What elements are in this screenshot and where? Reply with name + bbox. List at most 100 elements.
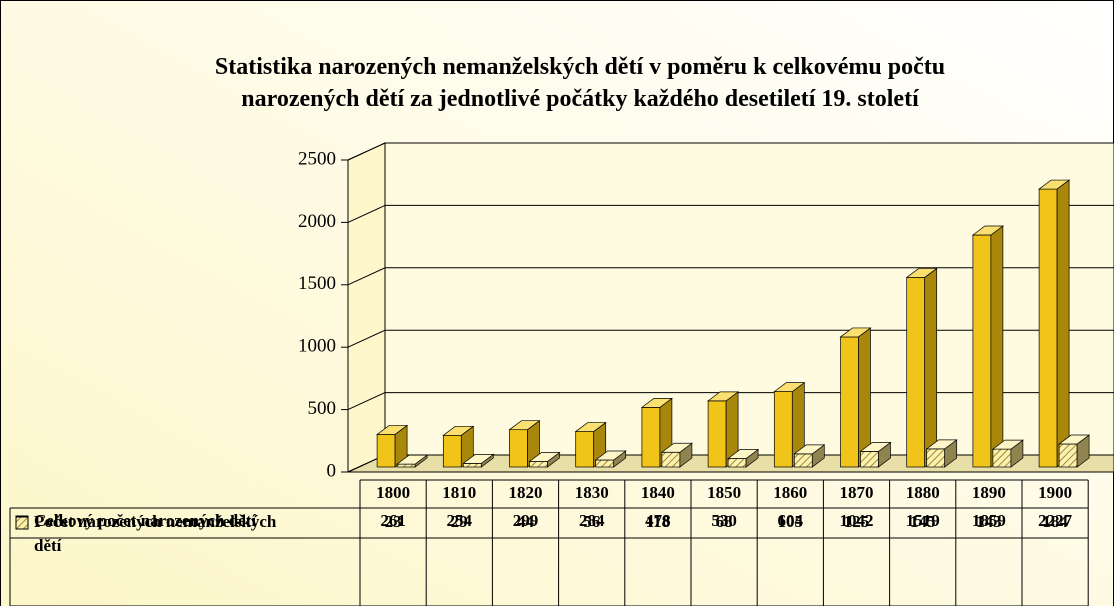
y-tick-label: 0 — [327, 460, 337, 481]
table-value: 530 — [711, 511, 737, 530]
bar-front — [462, 463, 482, 468]
table-value: 1519 — [906, 511, 940, 530]
legend-line: dětí — [34, 536, 62, 555]
bar — [1038, 179, 1071, 468]
bar — [925, 439, 958, 468]
table-value: 68 — [716, 512, 733, 531]
bar — [396, 454, 429, 468]
bar — [1058, 434, 1091, 468]
table-value: 143 — [976, 512, 1002, 531]
x-tick-label: 1820 — [509, 483, 543, 502]
bar-front — [793, 453, 813, 468]
table-value: 478 — [645, 511, 671, 530]
bar-front — [595, 459, 615, 468]
bar-top — [991, 439, 1024, 450]
bar-top — [396, 454, 429, 465]
bar-front — [840, 336, 859, 468]
bar-front — [661, 451, 681, 468]
back-wall — [384, 142, 1114, 456]
table-value: 56 — [583, 512, 600, 531]
table-value: 125 — [844, 512, 870, 531]
bar-top — [793, 444, 826, 455]
bar-front — [641, 406, 661, 468]
bar-front — [442, 434, 462, 468]
bar-top — [905, 268, 938, 278]
x-tick-label: 1800 — [376, 483, 410, 502]
bar-front — [972, 234, 992, 468]
legend-line: Počet narozených nemanželských — [34, 512, 277, 531]
bar-top — [971, 225, 1004, 236]
x-tick-label: 1830 — [575, 483, 609, 502]
bar-top — [727, 449, 760, 459]
bar — [991, 439, 1024, 468]
table-value: 23 — [385, 512, 402, 531]
table-value: 1042 — [840, 511, 874, 530]
bar-front — [376, 434, 396, 468]
table-value: 44 — [517, 512, 535, 531]
table-value: 1859 — [972, 511, 1006, 530]
bar-front — [727, 458, 747, 468]
bar-top — [839, 327, 872, 338]
y-tick-label: 2500 — [298, 148, 336, 169]
legend-label: Počet narozených nemanželských dětí — [34, 512, 277, 555]
x-tick-label: 1840 — [641, 483, 675, 502]
table-value: 299 — [513, 511, 539, 530]
table-value: 118 — [646, 512, 671, 531]
bar-top — [640, 397, 673, 408]
grid-line — [347, 329, 386, 348]
bar — [859, 441, 892, 468]
y-tick-label: 2000 — [298, 211, 336, 232]
table-value: 184 — [1042, 512, 1068, 531]
table-value: 284 — [579, 511, 605, 530]
table-value: 2227 — [1038, 511, 1073, 530]
bar-front — [509, 429, 528, 468]
table-value: 254 — [447, 511, 473, 530]
bar — [905, 267, 938, 468]
table-value: 261 — [380, 511, 406, 530]
x-tick-label: 1900 — [1038, 483, 1072, 502]
bar-top — [707, 391, 740, 402]
table-value: 145 — [910, 512, 936, 531]
bar — [707, 391, 740, 468]
bar-top — [508, 420, 541, 431]
bar-top — [1058, 434, 1091, 445]
bar-top — [773, 382, 806, 392]
bar — [727, 448, 760, 468]
side-wall — [347, 142, 386, 473]
bar-front — [773, 391, 793, 468]
bar — [376, 424, 409, 468]
bar-front — [992, 448, 1012, 468]
bar — [773, 381, 806, 468]
legend-swatch — [15, 516, 29, 530]
bar-front — [1058, 443, 1078, 468]
bar-top — [376, 425, 409, 435]
grid-line — [347, 392, 386, 411]
bar — [793, 444, 826, 468]
bar-top — [462, 454, 495, 464]
legend-label: Celkový počet narozených dětí — [34, 511, 256, 530]
x-tick-label: 1850 — [707, 483, 741, 502]
bar-side — [924, 267, 938, 468]
table-value: 105 — [778, 512, 804, 531]
table-value: 29 — [451, 512, 468, 531]
x-tick-label: 1870 — [840, 483, 874, 502]
bar — [971, 225, 1004, 468]
bar-front — [1038, 188, 1058, 468]
bar-top — [1038, 179, 1071, 190]
bar-front — [926, 448, 946, 468]
y-tick-label: 500 — [308, 398, 337, 419]
table-value: 604 — [778, 511, 804, 530]
bar-top — [859, 442, 892, 452]
chart-title: Statistika narozených nemanželských dětí… — [215, 54, 945, 112]
bar-top — [594, 450, 627, 461]
grid-line — [347, 142, 386, 161]
x-tick-label: 1810 — [442, 483, 476, 502]
grid-line — [347, 267, 386, 286]
bar — [528, 451, 561, 468]
bar-front — [707, 400, 727, 468]
bar-top — [442, 425, 475, 436]
bar-top — [528, 452, 561, 462]
bar-side — [1056, 179, 1070, 468]
y-tick-label: 1500 — [298, 273, 336, 294]
